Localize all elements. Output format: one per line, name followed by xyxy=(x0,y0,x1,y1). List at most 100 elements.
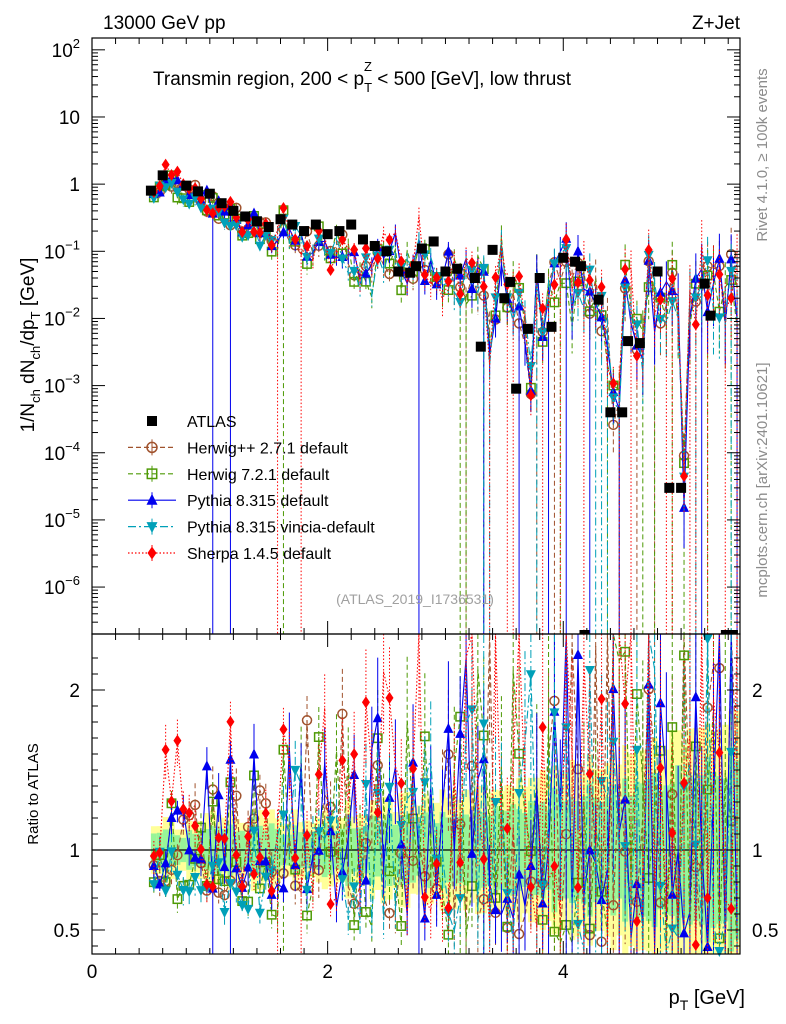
data-point xyxy=(216,198,227,209)
ratio-marker xyxy=(254,785,266,796)
ratio-tick-label: 1 xyxy=(69,841,80,862)
ratio-marker xyxy=(301,715,313,726)
data-point xyxy=(652,266,663,277)
y-tick-exponent: −2 xyxy=(65,304,80,319)
series-marker xyxy=(550,278,559,291)
ratio-marker xyxy=(220,832,229,845)
data-point xyxy=(546,321,557,332)
header-right: Z+Jet xyxy=(692,13,741,34)
ratio-marker xyxy=(361,696,370,709)
data-point xyxy=(605,407,616,418)
series-marker xyxy=(538,302,547,315)
ratio-marker xyxy=(249,748,259,759)
series-marker xyxy=(656,293,665,306)
ratio-marker xyxy=(149,849,158,862)
ratio-marker xyxy=(238,880,247,893)
data-point xyxy=(251,216,262,227)
ratio-line xyxy=(153,633,738,955)
ratio-marker xyxy=(549,926,560,937)
data-point xyxy=(204,188,215,199)
ratio-marker xyxy=(189,799,201,811)
ratio-tick-label: 0.5 xyxy=(54,921,80,942)
y-tick-label: 10−6 xyxy=(44,573,80,599)
ratio-marker xyxy=(219,907,230,918)
data-point xyxy=(193,186,204,197)
data-point xyxy=(263,221,274,232)
ratio-marker xyxy=(549,708,560,719)
ratio-marker xyxy=(714,947,725,958)
y-tick-label: 10−5 xyxy=(44,506,80,532)
series-marker xyxy=(562,233,571,246)
data-point xyxy=(145,185,156,196)
y-tick-label: 10−3 xyxy=(44,372,80,398)
ratio-marker xyxy=(237,900,248,911)
legend-marker xyxy=(146,441,158,454)
series-line xyxy=(153,173,738,464)
y-tick-base: 10 xyxy=(44,444,65,465)
data-point xyxy=(579,630,590,634)
series-marker xyxy=(515,270,524,283)
x-tick-label: 2 xyxy=(322,962,333,983)
legend-label: Pythia 8.315 default xyxy=(187,493,329,510)
data-point xyxy=(699,278,710,289)
y-tick-base: 10 xyxy=(44,242,65,263)
ratio-marker xyxy=(456,856,465,869)
data-point xyxy=(416,243,427,254)
ratio-marker xyxy=(656,761,665,774)
data-point xyxy=(487,244,498,255)
y-tick-label: 10−4 xyxy=(44,439,80,465)
legend-entry-5: Sherpa 1.4.5 default xyxy=(128,545,332,563)
ratio-marker xyxy=(225,879,236,890)
ratio-marker xyxy=(443,722,454,733)
data-point xyxy=(676,482,687,493)
data-point xyxy=(181,180,192,191)
data-point xyxy=(228,205,239,216)
x-tick-label: 0 xyxy=(87,962,98,983)
ratio-marker xyxy=(655,697,666,708)
y-tick-exponent: −3 xyxy=(65,372,80,387)
ratio-marker xyxy=(479,853,488,866)
series-marker xyxy=(456,287,465,300)
data-point xyxy=(411,261,421,272)
ratio-marker xyxy=(691,938,700,951)
data-point xyxy=(381,246,392,257)
y-axis-label: 1/Nch dNch/dpT [GeV] xyxy=(18,258,43,433)
ratio-marker xyxy=(526,880,535,893)
chart-title: Transmin region, 200 < pTZ < 500 [GeV], … xyxy=(153,59,572,95)
series-marker xyxy=(208,207,217,220)
ratio-marker xyxy=(226,715,235,728)
ratio-marker xyxy=(372,712,383,723)
legend-marker xyxy=(147,546,157,560)
y-tick-base: 10 xyxy=(59,108,80,129)
ratio-marker xyxy=(621,697,630,710)
legend-marker xyxy=(146,522,158,534)
ratio-marker xyxy=(348,898,360,910)
data-point xyxy=(405,267,416,278)
data-point xyxy=(287,219,298,230)
ratio-tick-label-right: 0.5 xyxy=(752,921,778,942)
ratio-marker xyxy=(455,894,466,905)
ratio-marker xyxy=(219,889,230,901)
y-tick-base: 10 xyxy=(44,309,65,330)
ratio-marker xyxy=(148,880,159,891)
ratio-marker xyxy=(631,878,642,889)
ratio-marker xyxy=(397,777,406,790)
data-point xyxy=(469,273,480,284)
data-point xyxy=(593,294,604,305)
ratio-marker xyxy=(350,748,359,761)
ratio-marker xyxy=(172,870,183,881)
ratio-marker xyxy=(173,734,182,747)
ratio-marker xyxy=(314,768,323,781)
legend-label: Pythia 8.315 vincia-default xyxy=(187,520,375,537)
data-point xyxy=(664,482,675,493)
data-point xyxy=(534,273,545,284)
ratio-marker xyxy=(727,902,736,915)
side-label-mcplots: mcplots.cern.ch [arXiv:2401.10621] xyxy=(754,362,771,597)
side-label-rivet: Rivet 4.1.0, ≥ 100k events xyxy=(754,68,771,241)
series-marker xyxy=(178,195,189,206)
ratio-marker xyxy=(250,868,258,881)
data-point xyxy=(440,266,451,277)
ratio-marker xyxy=(260,855,271,866)
x-axis-label: pT [GeV] xyxy=(669,987,745,1013)
